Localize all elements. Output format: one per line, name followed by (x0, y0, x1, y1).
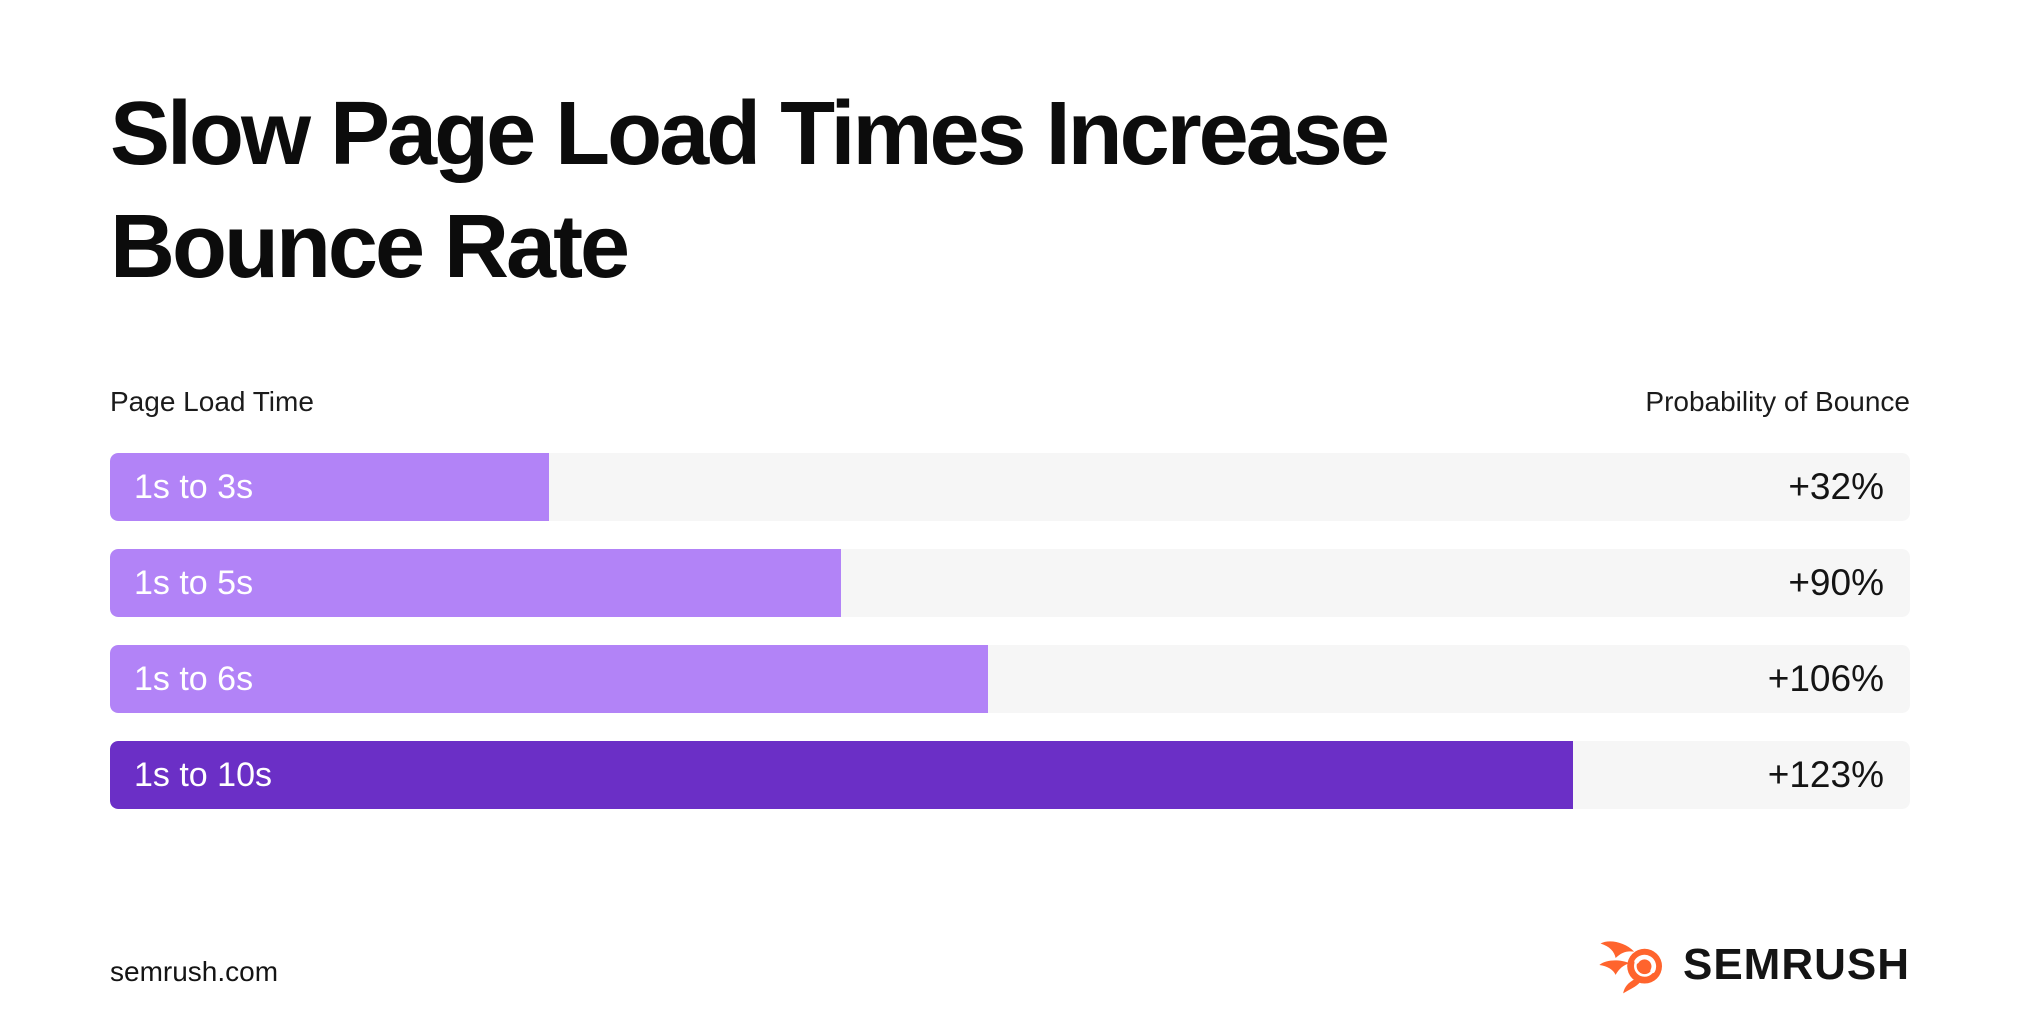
bar-value-label: +123% (1767, 754, 1884, 795)
bar-track: 1s to 6s +106% (110, 645, 1910, 713)
column-headers: Page Load Time Probability of Bounce (110, 386, 1910, 418)
bar-fill: 1s to 10s (110, 741, 1574, 809)
semrush-flame-icon (1599, 941, 1662, 994)
bar-category-label: 1s to 6s (134, 659, 254, 698)
bar-row: 1s to 5s +90% (110, 549, 1910, 617)
semrush-wordmark: SEMRUSH (1682, 940, 1910, 989)
column-header-probability-of-bounce: Probability of Bounce (1645, 386, 1910, 417)
semrush-logo: SEMRUSH (1597, 936, 1910, 994)
bar-value-label: +106% (1767, 658, 1884, 699)
bar-value-label: +32% (1788, 466, 1884, 507)
bar-fill: 1s to 5s (110, 549, 841, 617)
page-title: Slow Page Load Times Increase Bounce Rat… (110, 78, 1810, 305)
bar-category-label: 1s to 3s (134, 467, 254, 506)
bar-category-label: 1s to 5s (134, 563, 254, 602)
bar-row: 1s to 6s +106% (110, 645, 1910, 713)
bar-track: 1s to 5s +90% (110, 549, 1910, 617)
page-title-line-1: Slow Page Load Times Increase (110, 84, 1390, 184)
bar-fill: 1s to 3s (110, 453, 550, 521)
footer-site-url: semrush.com (110, 956, 279, 987)
bar-track: 1s to 10s +123% (110, 741, 1910, 809)
column-header-page-load-time: Page Load Time (110, 386, 314, 417)
bar-track: 1s to 3s +32% (110, 453, 1910, 521)
bar-chart: 1s to 3s +32% 1s to 5s +90% 1s to 6s +10… (110, 453, 1910, 837)
bar-value-label: +90% (1788, 562, 1884, 603)
bar-row: 1s to 3s +32% (110, 453, 1910, 521)
bar-category-label: 1s to 10s (134, 755, 272, 794)
bar-row: 1s to 10s +123% (110, 741, 1910, 809)
bar-fill: 1s to 6s (110, 645, 989, 713)
page-title-line-2: Bounce Rate (110, 197, 630, 298)
